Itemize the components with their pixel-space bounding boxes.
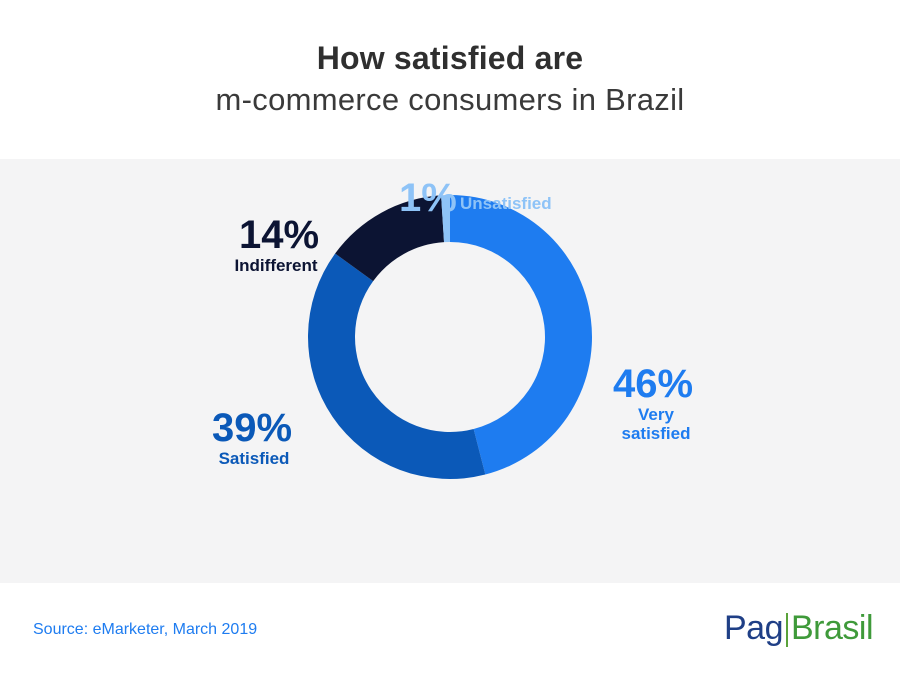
donut-slice-indifferent [335, 195, 445, 282]
data-label-unsatisfied: Unsatisfied [460, 194, 552, 213]
data-label-very-satisfied-line2: satisfied [621, 424, 691, 443]
donut-chart [307, 195, 593, 479]
data-label-very-satisfied-value: 46% [613, 362, 694, 406]
data-label-satisfied-value: 39% [212, 406, 293, 450]
logo-divider [786, 613, 788, 647]
data-label-indifferent-value: 14% [239, 213, 320, 257]
logo-text-pag: Pag [724, 608, 784, 647]
donut-slice-unsatisfied [441, 195, 450, 243]
data-label-satisfied: Satisfied [218, 449, 290, 468]
data-label-very-satisfied: Very satisfied [612, 405, 700, 443]
source-note: Source: eMarketer, March 2019 [33, 621, 258, 638]
data-label-very-satisfied-line1: Very [638, 405, 674, 424]
chart-subtitle: m-commerce consumers in Brazil [215, 82, 685, 117]
donut-slice-satisfied [307, 253, 486, 479]
logo-text-brasil: Brasil [791, 608, 874, 647]
donut-slice-very-satisfied [450, 195, 593, 475]
chart-title: How satisfied are [316, 40, 584, 76]
data-label-unsatisfied-value: 1% [399, 176, 457, 220]
pagbrasil-logo: Pag Brasil [724, 606, 874, 650]
data-label-indifferent: Indifferent [234, 256, 318, 275]
chart-panel: 46% Very satisfied 39% Satisfied 14% Ind… [0, 159, 900, 583]
